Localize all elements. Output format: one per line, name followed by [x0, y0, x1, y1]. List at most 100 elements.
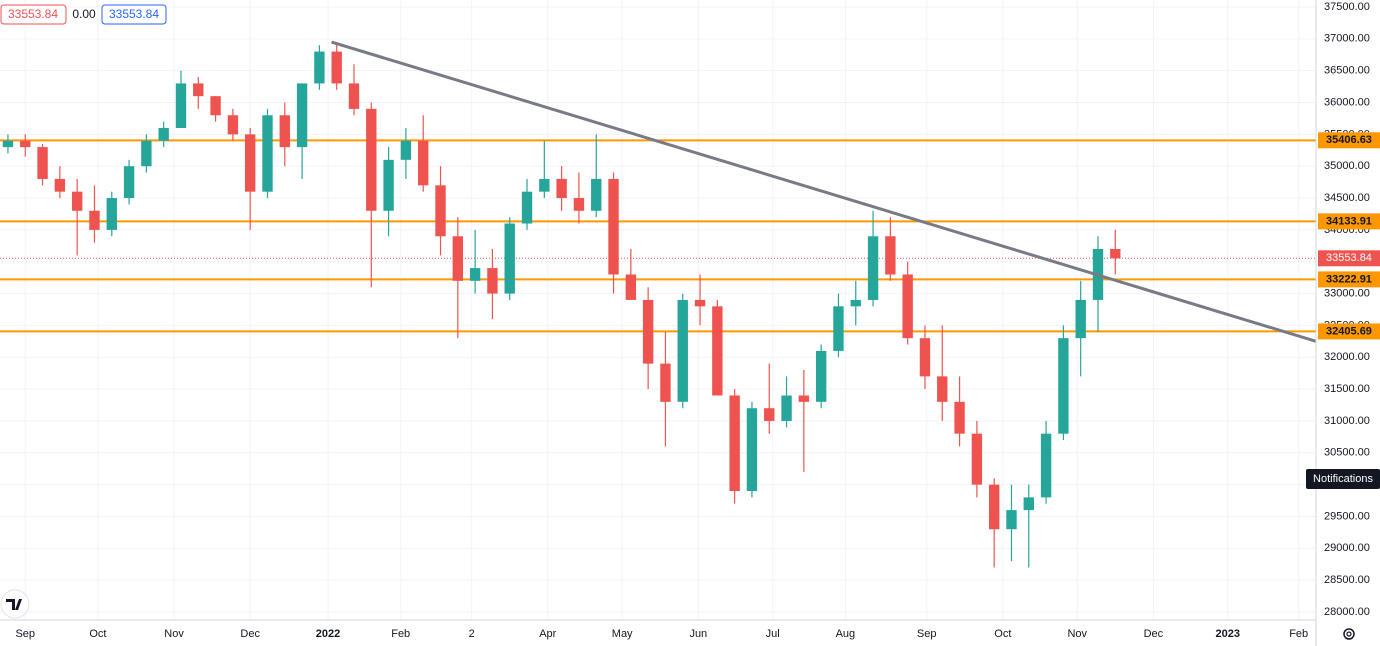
y-tick-label: 33000.00	[1324, 287, 1370, 299]
candle-body	[193, 83, 204, 97]
logo[interactable]	[0, 589, 30, 619]
candle-body	[798, 395, 810, 402]
candle-body	[937, 376, 948, 402]
candle-body	[331, 51, 342, 84]
legend-box	[0, 4, 67, 25]
y-tick-label: 29000.00	[1324, 542, 1370, 554]
x-tick-label: Nov	[1067, 628, 1087, 640]
candle-body	[919, 338, 931, 377]
candle-body	[902, 274, 913, 339]
level-label-box	[1318, 213, 1380, 230]
legend-price-alt: 33553.84	[109, 7, 159, 21]
candle-body	[746, 408, 758, 491]
candle-body	[54, 178, 66, 192]
candle-body	[988, 484, 1000, 530]
y-tick-label: 34500.00	[1324, 192, 1370, 204]
level-label: 33222.91	[1326, 273, 1372, 285]
x-tick-label: Nov	[164, 628, 184, 640]
candle-body	[971, 433, 983, 485]
level-label-box	[1318, 132, 1380, 149]
candle-body	[348, 83, 360, 109]
candle-body	[867, 236, 879, 300]
trendline	[331, 40, 1317, 343]
candle-body	[642, 299, 654, 364]
x-tick-label: Sep	[15, 628, 35, 640]
candle-body	[314, 51, 325, 84]
candle-body	[608, 178, 619, 275]
legend: 33553.84 0.00 33553.84	[0, 4, 167, 25]
candle-body	[677, 299, 688, 402]
candle-body	[1058, 338, 1069, 434]
candle-body	[660, 363, 671, 402]
candle-body	[1006, 510, 1017, 530]
candle-body	[729, 395, 740, 491]
legend-box	[101, 4, 167, 25]
x-tick-label: Dec	[240, 628, 260, 640]
candle-body	[556, 178, 567, 199]
grid	[0, 0, 1316, 620]
x-tick-label: Dec	[1144, 628, 1164, 640]
candle-body	[712, 306, 723, 396]
candle-body	[227, 115, 239, 135]
legend-change: 0.00	[72, 7, 96, 21]
candle-body	[2, 140, 14, 148]
candle-body	[1110, 249, 1121, 259]
x-tick-label: Feb	[1289, 628, 1308, 640]
marks	[0, 40, 1317, 568]
settings-icon[interactable]	[1343, 628, 1355, 640]
y-tick-label: 31500.00	[1324, 383, 1370, 395]
level-label-box	[1318, 271, 1380, 288]
candle-body	[504, 223, 515, 294]
axes: 28000.0028500.0029000.0029500.0030000.00…	[15, 1, 1380, 640]
candle-body	[106, 198, 117, 230]
candle-body	[885, 236, 896, 275]
candle-body	[1040, 433, 1052, 498]
x-tick-label: May	[612, 628, 633, 640]
y-tick-label: 37500.00	[1324, 1, 1370, 13]
candle-body	[37, 147, 48, 179]
y-tick-label: 31000.00	[1324, 415, 1370, 427]
y-tick-label: 32000.00	[1324, 351, 1370, 363]
candle-body	[89, 210, 100, 230]
y-tick-label: 30500.00	[1324, 447, 1370, 459]
candle-body	[383, 159, 394, 211]
x-tick-label: Sep	[917, 628, 937, 640]
candle-body	[521, 191, 533, 224]
candle-body	[452, 236, 464, 281]
x-tick-label: 2022	[316, 628, 340, 640]
candle-body	[262, 115, 273, 192]
candle-body	[400, 140, 412, 160]
candle-body	[573, 198, 585, 211]
candle-body	[487, 268, 498, 294]
y-tick-label: 28000.00	[1324, 606, 1370, 618]
last-price-label: 33553.84	[1326, 252, 1372, 264]
candle-body	[296, 83, 308, 148]
candle-body	[210, 96, 221, 116]
candle-body	[1023, 497, 1034, 511]
y-tick-label: 37000.00	[1324, 33, 1370, 45]
candle-body	[781, 395, 792, 421]
y-tick-label: 36500.00	[1324, 65, 1370, 77]
candle-body	[366, 108, 377, 211]
candle-body	[625, 274, 637, 300]
candle-body	[469, 268, 481, 281]
x-tick-label: 2	[469, 628, 475, 640]
x-tick-label: Aug	[836, 628, 856, 640]
level-label: 34133.91	[1326, 215, 1372, 227]
y-tick-label: 29500.00	[1324, 510, 1370, 522]
candle-body	[694, 299, 706, 307]
y-tick-label: 35000.00	[1324, 160, 1370, 172]
candle-body	[1075, 299, 1086, 339]
notifications[interactable]: Notifications	[1306, 469, 1380, 489]
x-tick-label: Oct	[89, 628, 106, 640]
candle-body	[954, 401, 965, 434]
x-tick-label: Apr	[539, 628, 556, 640]
candle-body	[123, 166, 135, 199]
candle-body	[591, 178, 602, 211]
y-tick-label: 36000.00	[1324, 96, 1370, 108]
candle-body	[279, 115, 290, 148]
candle-body	[833, 306, 844, 351]
x-tick-label: Oct	[994, 628, 1011, 640]
